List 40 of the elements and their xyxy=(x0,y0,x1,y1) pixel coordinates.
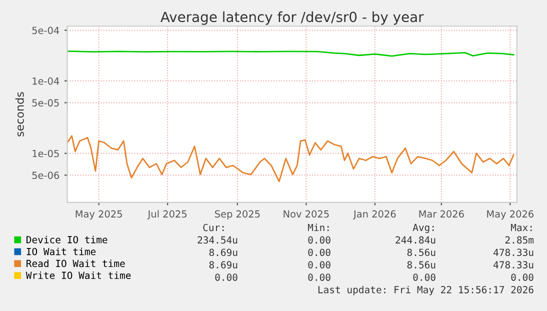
text: Avg: xyxy=(412,224,434,234)
x-tick-label: Sep 2025 xyxy=(215,210,260,220)
y-tick-label: 1e-04 xyxy=(32,77,60,85)
text: 8.69u xyxy=(209,248,238,256)
text: Last update: Fri May 22 15:56:17 2026 xyxy=(318,286,534,296)
x-tick-label: Jul 2025 xyxy=(147,210,187,220)
x-tick-label: Jan 2026 xyxy=(353,210,396,220)
text: Max: xyxy=(510,224,532,232)
y-axis-title: seconds xyxy=(15,92,24,136)
text: 0.00 xyxy=(308,248,330,256)
text: 0.00 xyxy=(413,274,436,281)
y-tick-label: 1e-05 xyxy=(32,150,59,158)
y-tick-label: 5e-06 xyxy=(32,172,60,179)
text: 244.84u xyxy=(396,236,436,244)
chart-title: Average latency for /dev/sr0 - by year xyxy=(160,11,424,25)
text: 0.00 xyxy=(308,274,330,281)
text: 8.56u xyxy=(407,261,436,268)
y-tick-label: 5e-04 xyxy=(32,26,60,34)
text: 0.00 xyxy=(215,274,238,281)
line-series xyxy=(67,135,514,182)
legend-label: IO Wait time xyxy=(26,248,96,256)
text: 0.00 xyxy=(308,236,330,244)
x-tick-label: May 2025 xyxy=(76,210,122,220)
y-tick-label: 5e-05 xyxy=(32,99,59,107)
text: 0.00 xyxy=(308,261,330,268)
x-tick-label: May 2026 xyxy=(487,210,534,220)
text: 8.69u xyxy=(209,261,238,268)
legend-label: Write IO Wait time xyxy=(26,272,131,280)
text: 478.33u xyxy=(494,261,534,268)
legend-label: Read IO Wait time xyxy=(26,260,125,268)
legend-label: Device IO time xyxy=(26,236,108,244)
text: 0.00 xyxy=(511,274,534,281)
text: 8.56u xyxy=(407,248,436,256)
text: Cur: xyxy=(203,224,224,232)
text: 478.33u xyxy=(494,248,534,256)
text: 234.54u xyxy=(198,236,238,244)
x-tick-label: Nov 2025 xyxy=(284,210,329,218)
text: 2.85m xyxy=(505,236,534,244)
x-tick-label: Mar 2026 xyxy=(419,210,464,218)
text: Min: xyxy=(308,224,329,232)
